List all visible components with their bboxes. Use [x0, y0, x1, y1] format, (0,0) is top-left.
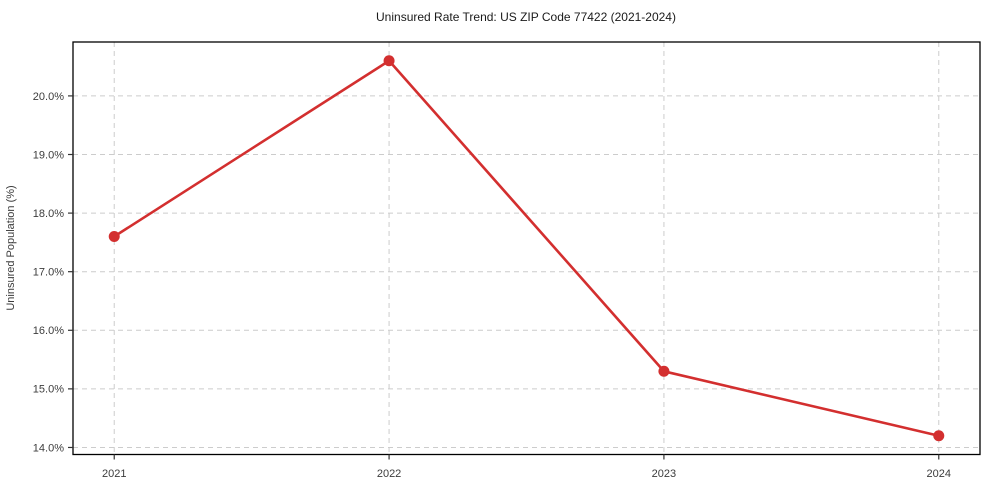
grid-layer	[73, 42, 980, 455]
chart-title: Uninsured Rate Trend: US ZIP Code 77422 …	[376, 10, 676, 24]
y-axis-label: Uninsured Population (%)	[5, 185, 17, 310]
trend-line	[112, 59, 941, 438]
data-point-marker	[383, 55, 395, 67]
x-tick-label: 2023	[652, 468, 676, 480]
tick-layer: 14.0% 15.0% 16.0% 17.0% 18.0% 19.0% 20.0% 2021 2…	[33, 91, 951, 480]
y-tick-label: 18.0%	[33, 208, 64, 220]
data-point-marker	[108, 231, 120, 243]
y-tick-label: 16.0%	[33, 325, 64, 337]
plot-border	[72, 41, 981, 456]
y-tick-label: 14.0%	[33, 442, 64, 454]
y-tick-label: 15.0%	[33, 384, 64, 396]
y-tick-label: 17.0%	[33, 267, 64, 279]
y-tick-label: 19.0%	[33, 149, 64, 161]
y-tick-label: 20.0%	[33, 91, 64, 103]
x-tick-label: 2021	[102, 468, 126, 480]
data-point-marker	[658, 365, 670, 377]
data-series-layer	[108, 55, 945, 442]
data-point-marker	[933, 430, 945, 442]
x-tick-label: 2024	[927, 468, 951, 480]
x-tick-label: 2022	[377, 468, 401, 480]
